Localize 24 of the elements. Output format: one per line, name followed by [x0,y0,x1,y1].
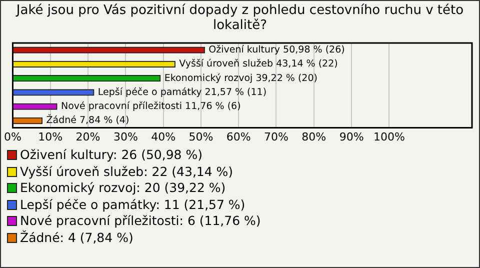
data-label: Nové pracovní příležitosti 11,76 % (6) [60,101,241,112]
x-tick-label: 20% [76,130,100,144]
data-label: Lepší péče o památky 21,57 % (11) [98,86,267,98]
x-tick-label: 30% [113,130,138,144]
data-label: Vyšší úroveň služeb 43,14 % (22) [179,58,338,70]
data-label: Žádné 7,84 % (4) [46,114,130,126]
text: Nové pracovní příležitosti: 6 (11,76 %) [20,213,261,230]
x-tick-label: 0% [4,130,22,144]
text: Lepší péče o památky: 11 (21,57 %) [20,196,246,213]
x-tick-label: 10% [38,130,63,144]
x-tick-label: 100% [373,130,405,144]
x-tick-label: 80% [302,130,326,144]
data-label: Oživení kultury 50,98 % (26) [208,44,345,56]
text: Vyšší úroveň služeb: 22 (43,14 %) [20,164,234,180]
chart-title: Jaké jsou pro Vás pozitivní dopady z pohledu cestovního ruchu v této lokalitě? [14,3,465,33]
x-tick-label: 40% [151,130,176,144]
x-tick-label: 90% [339,130,364,144]
x-tick-label: 70% [264,130,288,144]
text: Žádné: 4 (7,84 %) [20,230,134,246]
text: Ekonomický rozvoj: 20 (39,22 %) [20,180,226,196]
x-tick-label: 60% [226,130,251,144]
x-tick-label: 50% [188,130,214,144]
data-label: Ekonomický rozvoj 39,22 % (20) [164,72,318,84]
text: Oživení kultury: 26 (50,98 %) [20,147,202,164]
